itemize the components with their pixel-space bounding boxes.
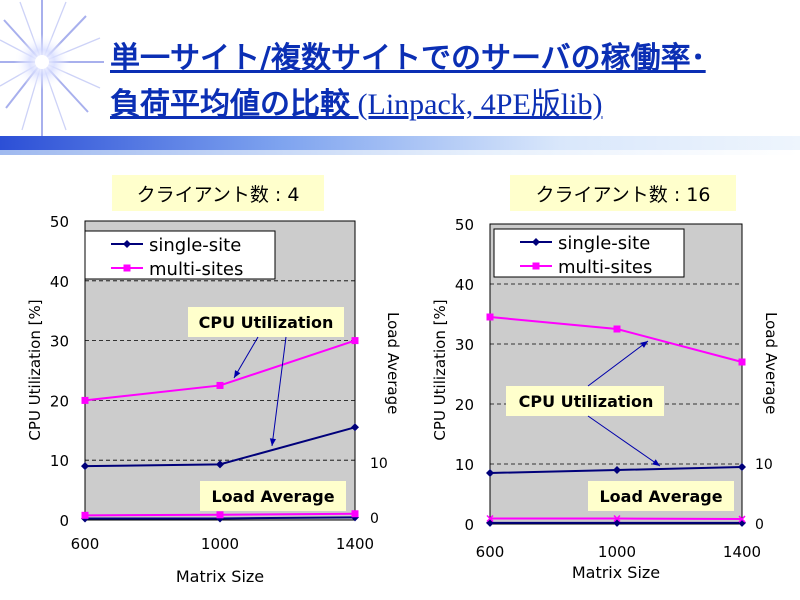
data-point [613,514,621,523]
y-tick-label: 10 [455,456,474,474]
chart-title-box [510,175,736,211]
y-tick-label: 40 [455,276,474,294]
title-divider-stripe [0,136,800,150]
data-point [216,381,224,389]
annotation-box-load [588,481,734,511]
annotation-cpu-utilization: CPU Utilization [199,313,334,332]
annotation-arrow [271,336,287,447]
annotation-arrow [233,336,259,379]
title-divider-stripe-light [0,150,800,155]
legend-marker [532,238,540,246]
x-tick-label: 600 [71,535,100,553]
x-tick-label: 600 [476,543,505,561]
x-tick-label: 1000 [598,543,636,561]
annotation-load-average: Load Average [599,487,722,506]
y-tick-label: 30 [50,333,69,351]
legend-label: multi-sites [558,257,652,278]
legend-marker [123,240,131,248]
data-point [351,337,359,345]
y-tick-label: 20 [50,392,69,410]
legend-label: single-site [149,235,241,256]
data-point [81,396,89,404]
data-point [216,511,224,519]
x-axis-title: Matrix Size [572,563,660,582]
chart-title: クライアント数 : 4 [137,184,300,206]
x-tick-label: 1400 [336,535,374,553]
y2-tick-label: 0 [370,511,379,527]
y2-axis-title: Load Average [384,312,402,414]
annotation-box-cpu [506,386,664,416]
annotation-arrowhead [652,459,660,466]
x-tick-label: 1000 [201,535,239,553]
annotation-load-average: Load Average [211,487,334,506]
annotation-arrow [587,340,649,387]
legend-box [84,230,276,280]
annotation-cpu-utilization: CPU Utilization [519,392,654,411]
y-axis-title: CPU Utilization [%] [431,299,449,440]
y-tick-label: 40 [50,273,69,291]
x-axis-title: Matrix Size [176,567,264,586]
y-tick-label: 0 [464,516,474,534]
y-tick-label: 0 [59,512,69,530]
annotation-box-load [200,481,346,511]
data-point [351,510,359,518]
y2-tick-label: 10 [370,456,388,472]
legend-label: single-site [558,233,650,254]
slide-title: 単一サイト/複数サイトでのサーバの稼働率･ 負荷平均値の比較 (Linpack,… [110,36,790,128]
data-point [486,313,494,321]
legend-box [493,228,685,278]
starburst-decoration [0,0,104,140]
legend: single-site multi-sites [493,228,685,278]
y-tick-label: 50 [50,213,69,231]
data-point [486,514,494,523]
y-tick-label: 50 [455,216,474,234]
title-line-1: 単一サイト/複数サイトでのサーバの稼働率･ [110,41,706,76]
legend: single-site multi-sites [84,230,276,280]
title-line-2-paren: (Linpack, 4PE版lib) [350,88,603,121]
data-point [81,511,89,519]
annotation-arrowhead [640,341,648,348]
annotation-box-cpu [188,307,344,337]
chart-2: 0 10 20 30 40 50 600 1000 1400 0 10 Matrix Size CPU … [431,175,780,582]
data-point [613,466,621,474]
annotation-arrow [587,415,661,467]
data-point [486,469,494,477]
chart-title-box [112,175,324,211]
y2-tick-label: 0 [755,517,764,533]
legend-label: multi-sites [149,259,243,280]
data-point [738,463,746,471]
data-point [613,325,621,333]
y2-tick-label: 10 [755,457,773,473]
y-tick-label: 30 [455,336,474,354]
title-line-2-jp: 負荷平均値の比較 [110,87,350,122]
legend-marker [532,262,540,270]
y-tick-label: 20 [455,396,474,414]
chart-title: クライアント数 : 16 [536,184,711,206]
data-point [738,515,746,523]
y-axis-title: CPU Utilization [%] [26,299,44,440]
data-point [738,358,746,366]
data-point [351,423,359,432]
legend-marker [123,264,131,272]
data-point [81,462,89,471]
annotation-arrowhead [234,370,241,378]
y2-axis-title: Load Average [762,312,780,414]
x-tick-label: 1400 [723,543,761,561]
chart-1: 0 10 20 30 40 50 600 1000 1400 0 10 Matrix Size CPU … [26,175,402,586]
annotation-arrowhead [269,438,277,446]
title-line-2: 負荷平均値の比較 (Linpack, 4PE版lib) [110,82,790,128]
y-tick-label: 10 [50,452,69,470]
data-point [216,460,224,469]
